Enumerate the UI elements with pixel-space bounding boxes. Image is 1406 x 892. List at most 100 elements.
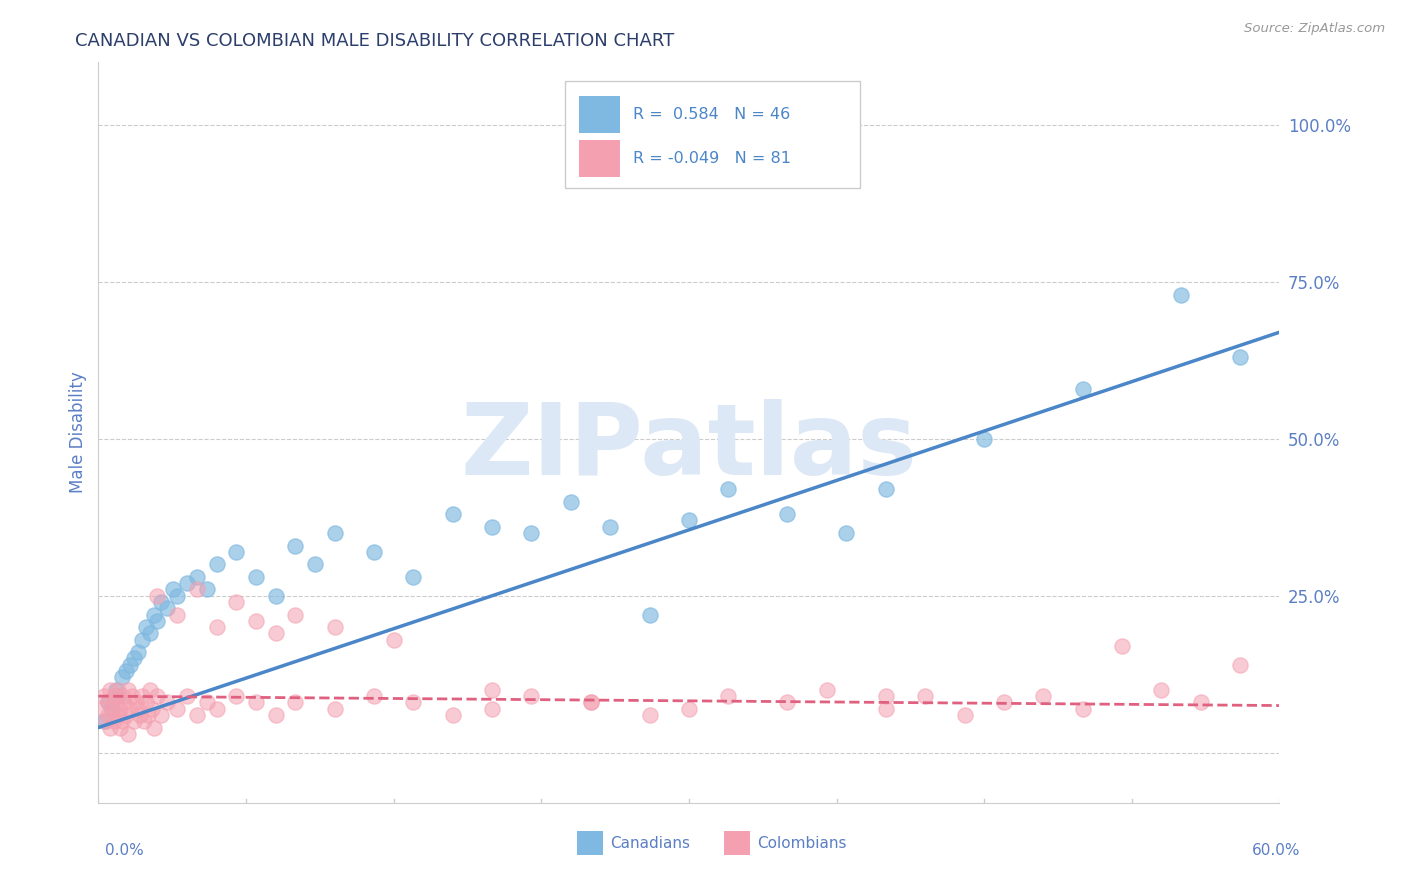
Point bbox=[1032, 689, 1054, 703]
Point bbox=[103, 714, 125, 729]
Point bbox=[402, 570, 425, 584]
Point bbox=[121, 689, 143, 703]
Point bbox=[91, 701, 114, 715]
FancyBboxPatch shape bbox=[565, 81, 860, 188]
Point bbox=[1111, 639, 1133, 653]
Point bbox=[638, 708, 661, 723]
Text: Colombians: Colombians bbox=[758, 836, 846, 851]
Point bbox=[127, 701, 149, 715]
Point bbox=[118, 657, 141, 672]
Point bbox=[146, 589, 169, 603]
Point bbox=[107, 689, 129, 703]
Text: 0.0%: 0.0% bbox=[105, 843, 145, 858]
Point bbox=[1229, 351, 1251, 365]
Point bbox=[1170, 287, 1192, 301]
Point bbox=[1071, 701, 1094, 715]
Point bbox=[142, 607, 165, 622]
Point bbox=[481, 520, 503, 534]
FancyBboxPatch shape bbox=[579, 140, 620, 178]
Point bbox=[1189, 695, 1212, 709]
Text: ZIPatlas: ZIPatlas bbox=[461, 399, 917, 496]
Point bbox=[323, 701, 346, 715]
Point bbox=[103, 689, 125, 703]
Point bbox=[98, 721, 121, 735]
FancyBboxPatch shape bbox=[576, 831, 603, 855]
Point bbox=[205, 558, 228, 572]
Point bbox=[264, 589, 287, 603]
FancyBboxPatch shape bbox=[579, 95, 620, 133]
Point bbox=[132, 714, 155, 729]
Point bbox=[678, 513, 700, 527]
Point bbox=[186, 570, 208, 584]
Point bbox=[304, 558, 326, 572]
Point bbox=[914, 689, 936, 703]
Point bbox=[579, 695, 602, 709]
Point bbox=[284, 539, 307, 553]
Point bbox=[101, 701, 124, 715]
Point bbox=[599, 520, 621, 534]
Point bbox=[363, 545, 385, 559]
Point bbox=[441, 507, 464, 521]
Point bbox=[717, 689, 740, 703]
Point bbox=[284, 607, 307, 622]
Point bbox=[107, 708, 129, 723]
Point bbox=[107, 682, 129, 697]
Point bbox=[441, 708, 464, 723]
Text: CANADIAN VS COLOMBIAN MALE DISABILITY CORRELATION CHART: CANADIAN VS COLOMBIAN MALE DISABILITY CO… bbox=[75, 32, 673, 50]
Y-axis label: Male Disability: Male Disability bbox=[69, 372, 87, 493]
Point bbox=[481, 682, 503, 697]
Point bbox=[186, 708, 208, 723]
Point bbox=[146, 689, 169, 703]
Point bbox=[117, 727, 139, 741]
Point bbox=[1071, 382, 1094, 396]
Point bbox=[579, 695, 602, 709]
Point bbox=[284, 695, 307, 709]
Point bbox=[205, 701, 228, 715]
Point bbox=[402, 695, 425, 709]
Point bbox=[131, 689, 153, 703]
Point bbox=[156, 601, 179, 615]
Point bbox=[138, 682, 160, 697]
Point bbox=[1229, 657, 1251, 672]
Point bbox=[717, 482, 740, 496]
Point bbox=[245, 695, 267, 709]
Point bbox=[225, 595, 247, 609]
Point bbox=[122, 651, 145, 665]
Point bbox=[112, 695, 135, 709]
Text: 60.0%: 60.0% bbox=[1253, 843, 1301, 858]
Point bbox=[125, 695, 148, 709]
Point bbox=[108, 701, 131, 715]
Point bbox=[245, 570, 267, 584]
Point bbox=[105, 682, 128, 697]
Point bbox=[115, 708, 138, 723]
Text: R =  0.584   N = 46: R = 0.584 N = 46 bbox=[634, 107, 790, 122]
Point bbox=[97, 695, 120, 709]
Point bbox=[678, 701, 700, 715]
Point bbox=[93, 714, 115, 729]
Point bbox=[776, 507, 799, 521]
Point bbox=[186, 582, 208, 597]
Point bbox=[323, 526, 346, 541]
Point bbox=[128, 708, 150, 723]
Point bbox=[875, 689, 897, 703]
Point bbox=[142, 721, 165, 735]
Point bbox=[225, 545, 247, 559]
Point bbox=[97, 708, 120, 723]
Point bbox=[481, 701, 503, 715]
Point bbox=[136, 708, 159, 723]
Point bbox=[973, 432, 995, 446]
Point bbox=[117, 682, 139, 697]
Point bbox=[166, 701, 188, 715]
Point bbox=[176, 689, 198, 703]
Point bbox=[993, 695, 1015, 709]
Point bbox=[96, 714, 118, 729]
Text: Canadians: Canadians bbox=[610, 836, 690, 851]
Point bbox=[162, 582, 184, 597]
Point bbox=[363, 689, 385, 703]
Point bbox=[205, 620, 228, 634]
Point bbox=[520, 526, 543, 541]
Point bbox=[245, 614, 267, 628]
Point bbox=[638, 607, 661, 622]
Point bbox=[105, 695, 128, 709]
Point bbox=[98, 682, 121, 697]
